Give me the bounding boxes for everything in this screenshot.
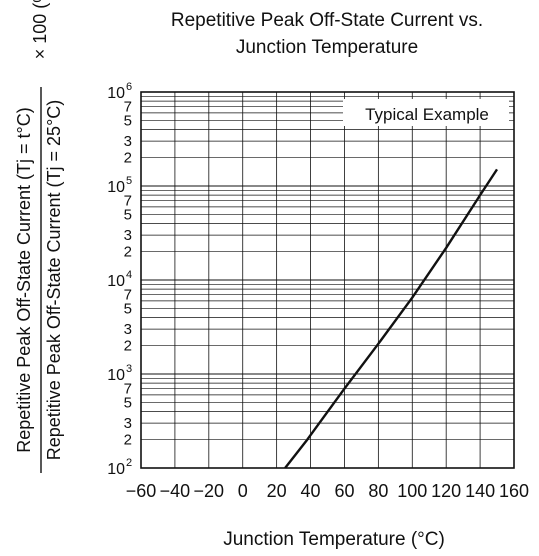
y-tick-label-exponent: 6 (126, 81, 132, 93)
y-tick-label: 2 (124, 150, 132, 167)
series-line (284, 168, 499, 469)
series-group (284, 168, 499, 469)
annotation-typical-example: Typical Example (365, 105, 489, 124)
y-tick-label: 7 (124, 99, 132, 116)
y-tick-label-decade: 10 (107, 367, 125, 384)
y-tick-label: 5 (124, 300, 132, 317)
x-tick-label: 140 (465, 481, 495, 501)
y-tick-label-exponent: 5 (126, 175, 132, 187)
y-tick-label: 3 (124, 227, 132, 244)
y-tick-label-decade: 10 (107, 273, 125, 290)
y-tick-label: 2 (124, 338, 132, 355)
y-tick-label-exponent: 3 (126, 363, 132, 375)
y-tick-label: 5 (124, 206, 132, 223)
y-axis-label: Repetitive Peak Off-State Current (Tj = … (14, 0, 64, 473)
y-tick-label-decade: 10 (107, 85, 125, 102)
x-tick-label: 60 (334, 481, 354, 501)
x-tick-label: 40 (301, 481, 321, 501)
y-tick-label: 2 (124, 244, 132, 261)
plot-frame (140, 91, 515, 469)
x-tick-label: −60 (126, 481, 157, 501)
chart-subtitle: Junction Temperature (236, 37, 418, 58)
y-tick-label: 3 (124, 133, 132, 150)
x-tick-label: −40 (160, 481, 191, 501)
y-tick-label-decade: 10 (107, 179, 125, 196)
annotation-box (343, 99, 509, 126)
x-tick-label: 100 (397, 481, 427, 501)
y-tick-label: 5 (124, 394, 132, 411)
y-axis-label-factor: × 100 (%) (30, 0, 50, 59)
y-tick-label-exponent: 2 (126, 457, 132, 469)
y-tick-label: 7 (124, 381, 132, 398)
x-tick-label: 120 (431, 481, 461, 501)
y-axis-label-numerator: Repetitive Peak Off-State Current (Tj = … (14, 107, 34, 453)
chart-title: Repetitive Peak Off-State Current vs. (171, 10, 483, 31)
y-axis-label-denominator: Repetitive Peak Off-State Current (Tj = … (44, 100, 64, 461)
x-tick-label: 20 (267, 481, 287, 501)
x-tick-labels: −60 −40 −20 0 20 40 60 80 100 120 140 160 (126, 481, 529, 501)
x-tick-label: 80 (368, 481, 388, 501)
y-tick-label: 2 (124, 432, 132, 449)
x-tick-label: 0 (238, 481, 248, 501)
y-tick-label: 3 (124, 321, 132, 338)
y-tick-label-decade: 10 (107, 461, 125, 478)
x-axis-label: Junction Temperature (°C) (223, 529, 445, 550)
y-tick-label-exponent: 4 (126, 269, 132, 281)
x-tick-label: 160 (499, 481, 529, 501)
x-tick-label: −20 (194, 481, 225, 501)
y-tick-label: 7 (124, 287, 132, 304)
y-tick-label: 3 (124, 415, 132, 432)
y-tick-label: 5 (124, 112, 132, 129)
y-tick-label: 7 (124, 193, 132, 210)
